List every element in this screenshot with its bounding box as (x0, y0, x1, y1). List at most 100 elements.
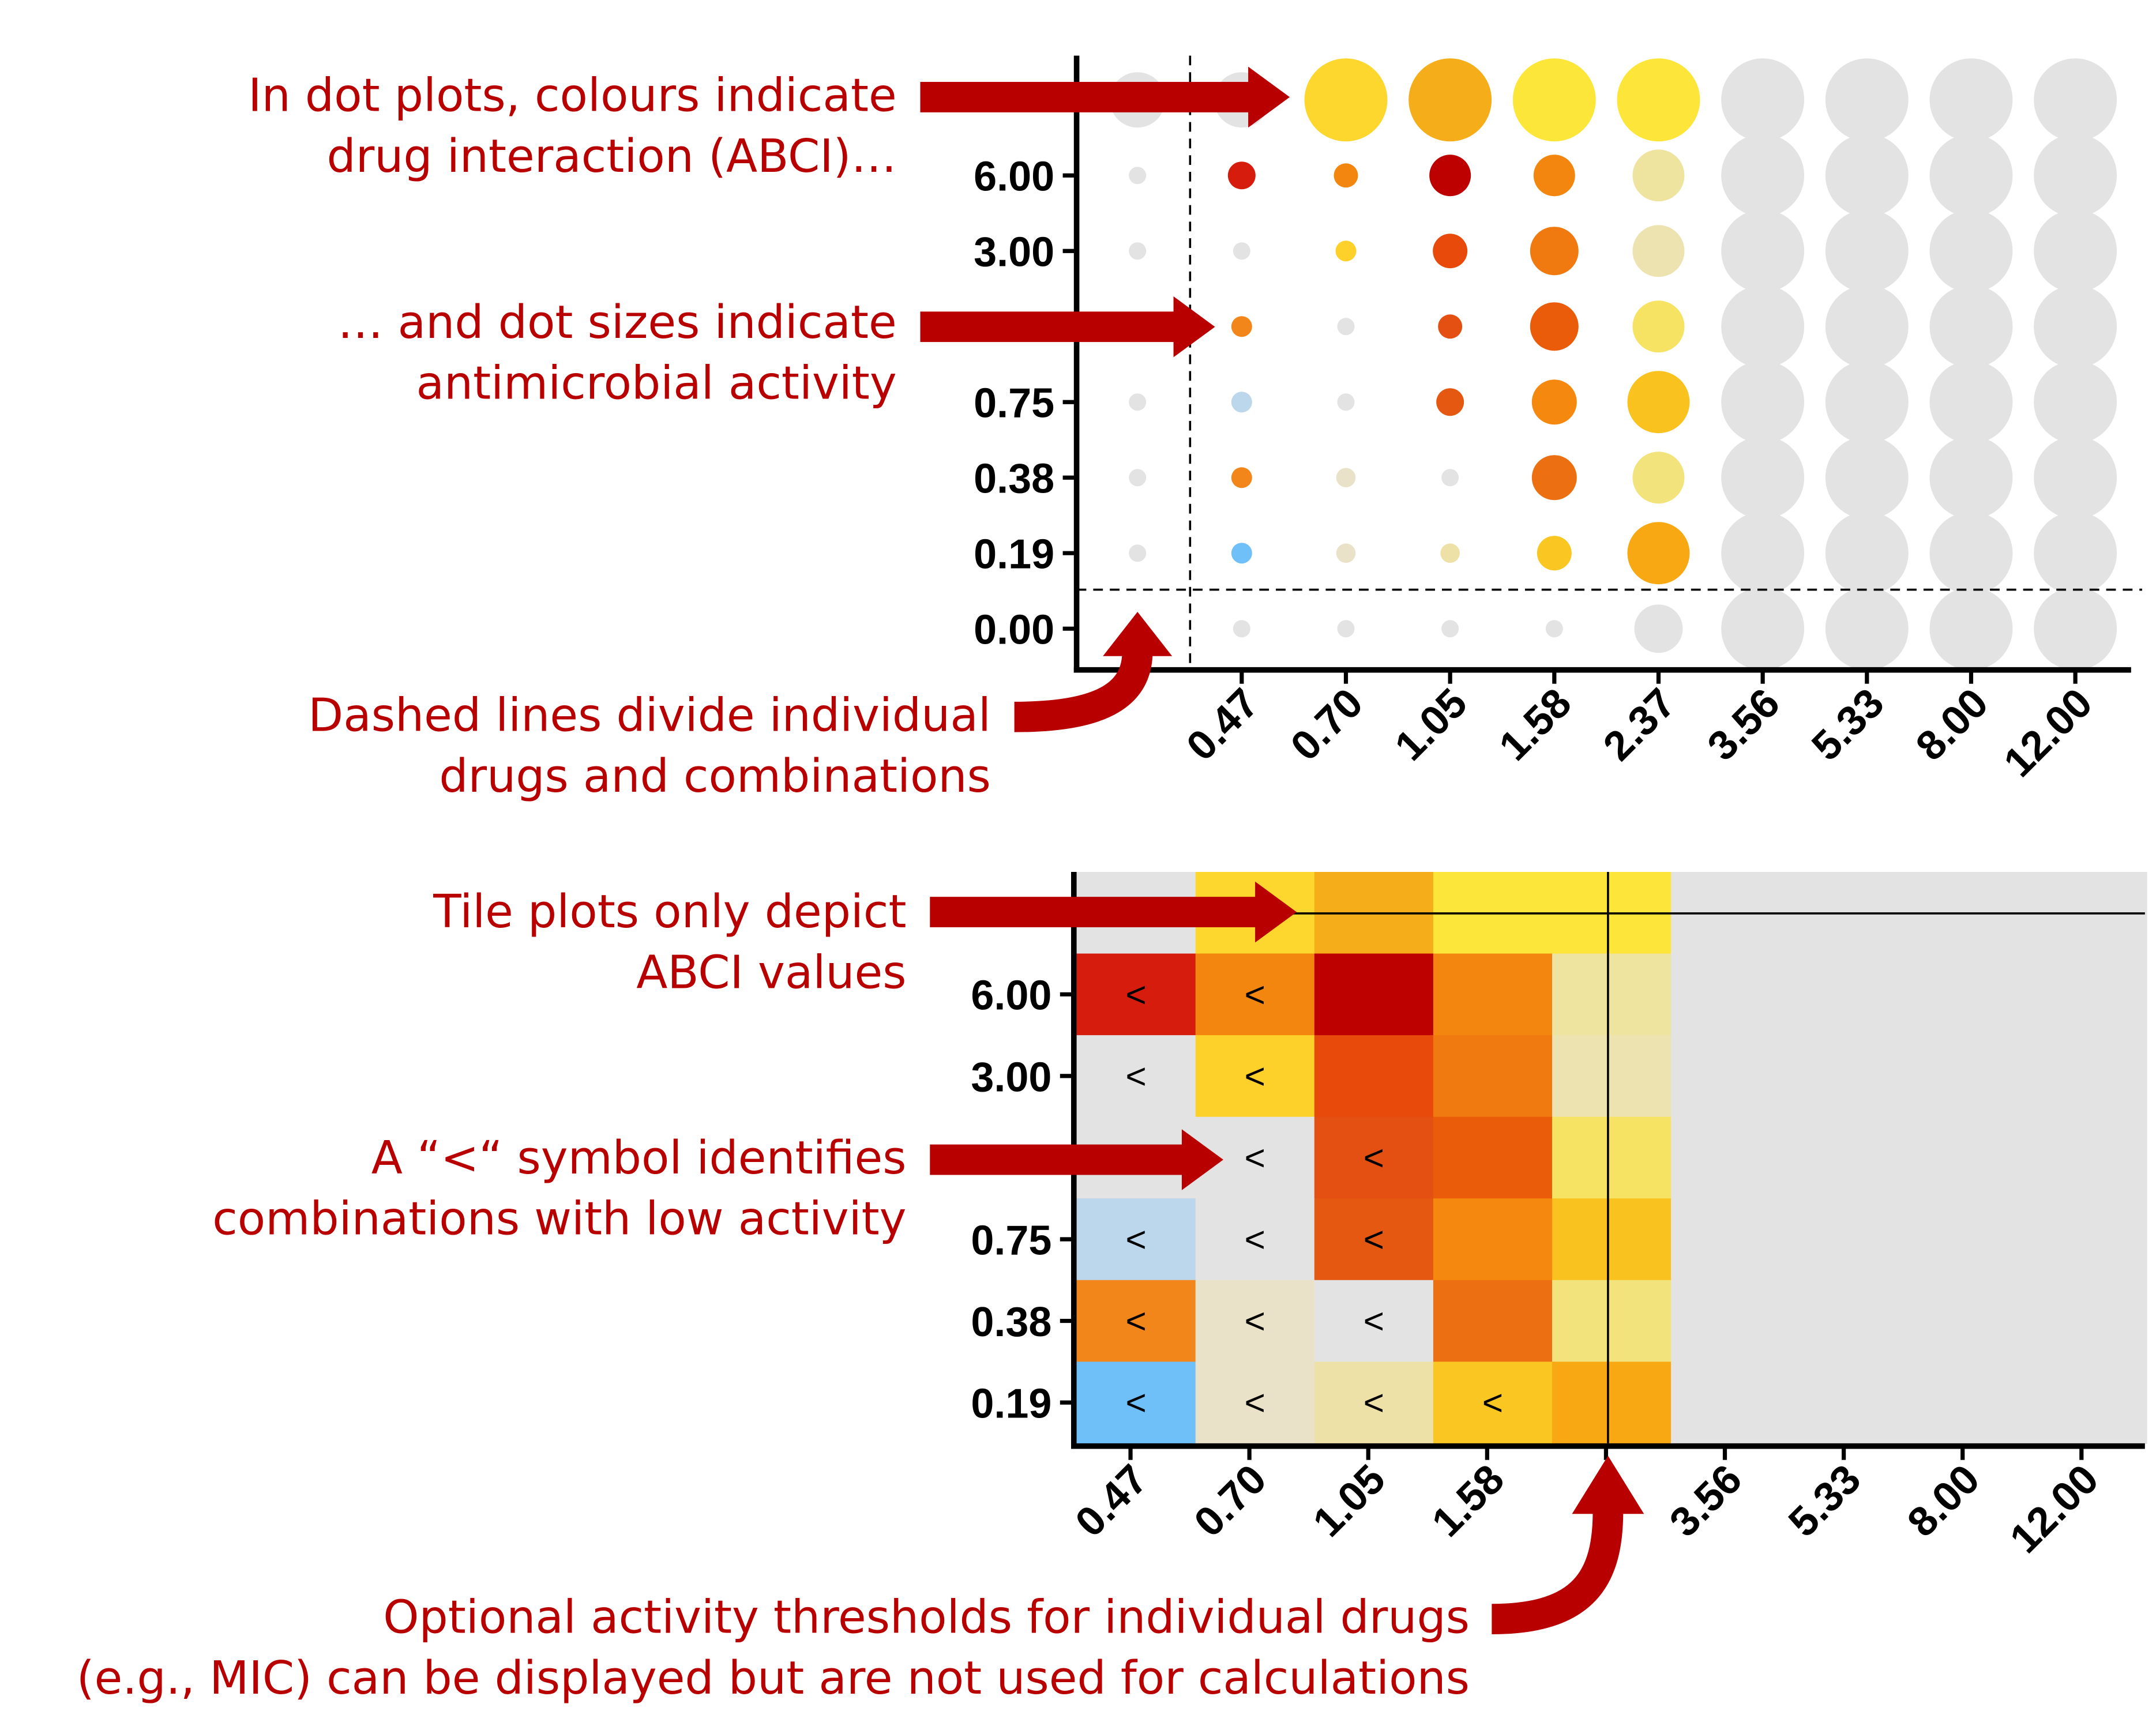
x-tick-label: 5.33 (1803, 680, 1893, 770)
y-tick-label: 3.00 (974, 230, 1054, 276)
dot (1233, 242, 1250, 260)
low-activity-label: < (1245, 1056, 1265, 1096)
tile (1671, 1116, 1791, 1199)
dot (1441, 469, 1459, 487)
annotation: Optional activity thresholds for individ… (383, 1591, 1470, 1644)
arrow-shaft (930, 1144, 1188, 1175)
low-activity-label: < (1245, 975, 1265, 1015)
dot (1304, 58, 1388, 142)
dot (2034, 360, 2117, 444)
tile (2027, 1116, 2147, 1199)
y-tick-label: 6.00 (974, 154, 1054, 200)
dot (1441, 620, 1459, 638)
x-tick-label: 12.00 (1995, 680, 2101, 786)
y-tick-label: 3.00 (971, 1054, 1051, 1100)
dot (1721, 512, 1805, 595)
annotation: Tile plots only depict (433, 885, 906, 938)
tile (1671, 1362, 1791, 1445)
tile (1195, 1362, 1315, 1445)
y-tick-label: 0.38 (971, 1299, 1051, 1345)
dot (1337, 620, 1355, 638)
tile (1790, 1362, 1910, 1445)
dot (1227, 161, 1256, 190)
x-tick-label: 5.33 (1780, 1456, 1870, 1546)
low-activity-label: < (1364, 1302, 1384, 1341)
dot (1530, 227, 1579, 276)
annotation: Dashed lines divide individual (308, 689, 991, 742)
x-tick-label: 1.05 (1386, 680, 1476, 770)
dot (1129, 393, 1147, 411)
dot (1129, 167, 1147, 185)
arrow-head (1255, 881, 1297, 943)
tile (1433, 1362, 1553, 1445)
y-tick-label: 0.00 (974, 607, 1054, 653)
y-tick-label: 6.00 (971, 973, 1051, 1019)
dot (1429, 155, 1471, 197)
tile (2027, 1362, 2147, 1445)
dot (1433, 234, 1468, 269)
dot (1721, 436, 1805, 520)
annotation: … and dot sizes indicate (337, 296, 896, 349)
x-tick-label: 1.58 (1423, 1456, 1513, 1546)
x-tick-label: 1.58 (1490, 680, 1580, 770)
arrow-shaft (1014, 650, 1153, 732)
tile (1314, 1198, 1434, 1281)
x-tick-label: 3.56 (1699, 680, 1789, 770)
dot (1231, 543, 1252, 564)
tile (1790, 1116, 1910, 1199)
dot (1537, 536, 1572, 571)
dot (1335, 240, 1357, 262)
x-tick-label: 8.00 (1899, 1456, 1989, 1546)
dot (2034, 134, 2117, 217)
tile (1314, 953, 1434, 1036)
annotation: In dot plots, colours indicate (248, 69, 896, 122)
dot (1825, 512, 1909, 595)
y-tick-label: 0.19 (971, 1381, 1051, 1427)
low-activity-label: < (1125, 1383, 1146, 1423)
low-activity-label: < (1245, 1220, 1265, 1260)
tile (1433, 1280, 1553, 1363)
dot (1129, 544, 1147, 562)
y-tick-label: 0.75 (971, 1217, 1051, 1263)
dot (1825, 134, 1909, 217)
tile (1076, 1035, 1196, 1118)
annotation: drug interaction (ABCI)… (326, 130, 896, 183)
tile (1790, 1035, 1910, 1118)
low-activity-label: < (1125, 1056, 1146, 1096)
arrow-head (1103, 611, 1173, 656)
dot (1721, 285, 1805, 368)
x-tick-label: 0.47 (1066, 1456, 1156, 1546)
dot (1531, 455, 1577, 501)
dot (1721, 58, 1805, 142)
dot (1632, 149, 1685, 202)
dot (1337, 318, 1355, 336)
dot (1408, 58, 1492, 142)
dot (1440, 543, 1460, 563)
low-activity-label: < (1245, 1302, 1265, 1341)
x-tick-label: 8.00 (1907, 680, 1997, 770)
dot (1531, 379, 1577, 425)
dot (1334, 163, 1358, 188)
tile (1671, 1035, 1791, 1118)
arrow-shaft (930, 897, 1261, 927)
arrow-head (1572, 1456, 1644, 1514)
low-activity-label: < (1364, 1383, 1384, 1423)
tile (1552, 1362, 1672, 1445)
dot (1438, 314, 1463, 339)
y-tick-label: 0.19 (974, 532, 1054, 578)
y-tick-label: 0.75 (974, 381, 1054, 427)
dot (1634, 604, 1683, 653)
tile (1552, 1198, 1672, 1281)
dot (1627, 371, 1690, 434)
tile (1314, 1362, 1434, 1445)
x-tick-label: 0.70 (1282, 680, 1372, 770)
dot (1929, 512, 2013, 595)
dot (1929, 436, 2013, 520)
tile (1790, 1198, 1910, 1281)
x-tick-label: 2.37 (1595, 680, 1685, 770)
dot (2034, 436, 2117, 520)
dot (1231, 467, 1252, 488)
dot (1929, 587, 2013, 671)
arrow-shaft (920, 311, 1180, 343)
x-tick-label: 0.47 (1178, 680, 1268, 770)
